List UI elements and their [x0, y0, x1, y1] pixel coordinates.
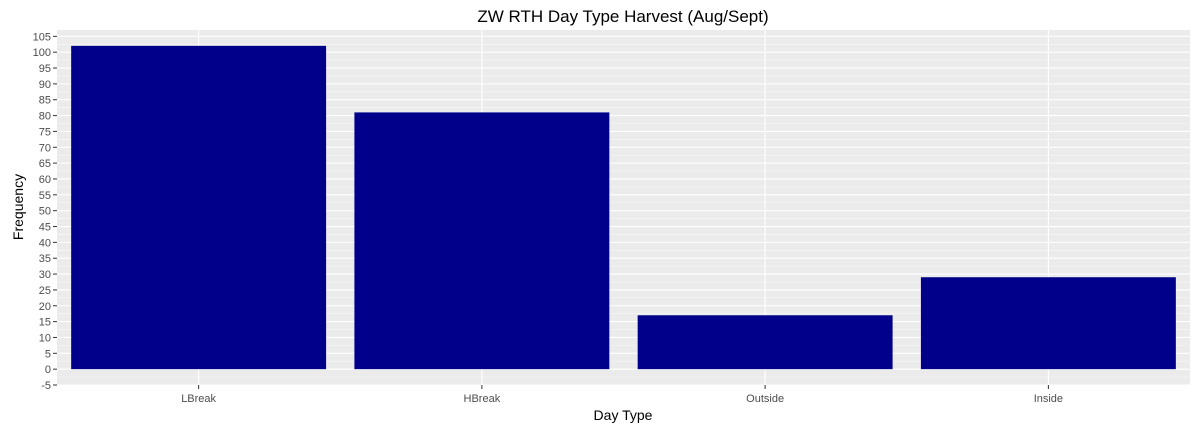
y-tick-label: 105 — [33, 31, 51, 43]
y-axis-title: Frequency — [10, 174, 26, 240]
x-tick-label: HBreak — [464, 393, 501, 405]
y-tick-label: 45 — [39, 222, 51, 234]
x-axis: LBreak HBreak Outside Inside — [181, 385, 1063, 405]
bar-hbreak — [354, 112, 610, 370]
y-tick-label: 5 — [45, 348, 51, 360]
bar-outside — [637, 315, 893, 370]
chart-title: ZW RTH Day Type Harvest (Aug/Sept) — [477, 7, 768, 26]
y-tick-label: 90 — [39, 79, 51, 91]
y-tick-label: 40 — [39, 237, 51, 249]
y-tick-label: 60 — [39, 174, 51, 186]
bar-inside — [920, 277, 1176, 370]
bars — [71, 45, 1176, 370]
y-tick-label: 75 — [39, 126, 51, 138]
y-tick-label: 25 — [39, 285, 51, 297]
y-tick-label: 30 — [39, 269, 51, 281]
y-tick-label: 70 — [39, 142, 51, 154]
y-tick-label: 0 — [45, 364, 51, 376]
y-tick-label: 65 — [39, 158, 51, 170]
x-tick-label: LBreak — [181, 393, 216, 405]
x-tick-label: Outside — [746, 393, 784, 405]
y-tick-label: 35 — [39, 253, 51, 265]
y-tick-label: 15 — [39, 317, 51, 329]
y-tick-label: 95 — [39, 63, 51, 75]
y-tick-label: 10 — [39, 332, 51, 344]
x-axis-title: Day Type — [594, 407, 653, 423]
y-tick-label: 55 — [39, 190, 51, 202]
y-tick-label: -5 — [41, 380, 51, 392]
x-tick-label: Inside — [1034, 393, 1063, 405]
y-tick-label: 100 — [33, 47, 51, 59]
y-tick-label: 20 — [39, 301, 51, 313]
y-tick-label: 50 — [39, 206, 51, 218]
y-tick-label: 85 — [39, 95, 51, 107]
y-tick-label: 80 — [39, 111, 51, 123]
bar-lbreak — [71, 45, 327, 370]
y-axis: -5 0 5 10 15 20 25 30 35 40 45 50 55 60 65 70 75 80 85 90 95… — [33, 31, 57, 392]
